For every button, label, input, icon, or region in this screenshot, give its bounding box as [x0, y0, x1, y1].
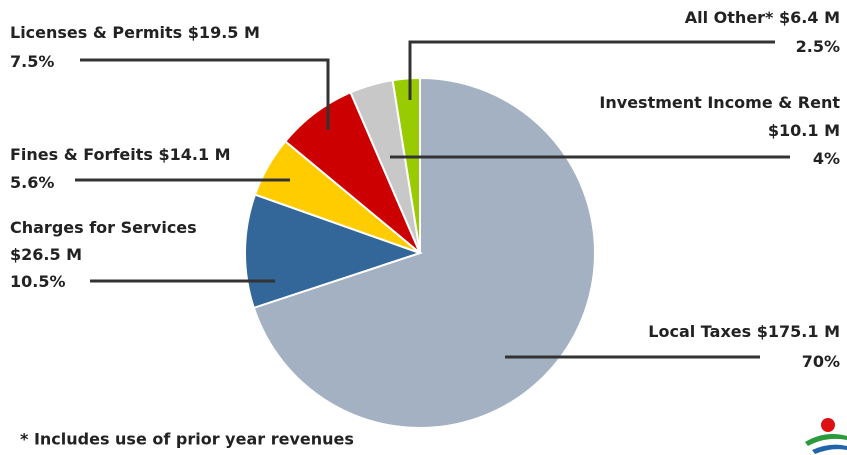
- leader-line: [80, 58, 330, 130]
- percent-label: 5.6%: [10, 173, 54, 192]
- percent-label: 4%: [813, 149, 840, 168]
- slice-label: Local Taxes $175.1 M: [648, 322, 840, 341]
- category-label: Investment Income & Rent: [599, 93, 840, 112]
- footnote: * Includes use of prior year revenues: [20, 430, 354, 449]
- slice-label: Fines & Forfeits $14.1 M: [10, 145, 231, 164]
- slice-label: 2.5%: [796, 37, 840, 56]
- leader-line: [408, 40, 775, 100]
- percent-label: 2.5%: [796, 37, 840, 56]
- slice-label: $10.1 M: [768, 121, 840, 140]
- slice-label: Investment Income & Rent: [599, 93, 840, 112]
- percent-label: 10.5%: [10, 272, 66, 291]
- pie-slice: [391, 76, 421, 254]
- amount-label: $6.4 M: [779, 8, 840, 27]
- slice-label: 5.6%: [10, 173, 54, 192]
- category-label: All Other*: [685, 8, 774, 27]
- slice-label: 4%: [813, 149, 840, 168]
- slice-label: 70%: [802, 352, 840, 371]
- slice-label: $26.5 M: [10, 245, 82, 264]
- logo: [805, 418, 847, 454]
- slice-label: All Other* $6.4 M: [685, 8, 840, 27]
- category-label: Licenses & Permits: [10, 23, 182, 42]
- category-label: Fines & Forfeits: [10, 145, 153, 164]
- percent-label: 70%: [802, 352, 840, 371]
- slice-label: 7.5%: [10, 52, 54, 71]
- amount-label: $175.1 M: [757, 322, 840, 341]
- slice-label: 10.5%: [10, 272, 66, 291]
- percent-label: 7.5%: [10, 52, 54, 71]
- slice-label: Charges for Services: [10, 218, 197, 237]
- category-label: Charges for Services: [10, 218, 197, 237]
- amount-label: $10.1 M: [768, 121, 840, 140]
- slice-label: Licenses & Permits $19.5 M: [10, 23, 260, 42]
- amount-label: $19.5 M: [188, 23, 260, 42]
- pie-slice: [244, 193, 424, 310]
- amount-label: $14.1 M: [159, 145, 231, 164]
- category-label: Local Taxes: [648, 322, 751, 341]
- amount-label: $26.5 M: [10, 245, 82, 264]
